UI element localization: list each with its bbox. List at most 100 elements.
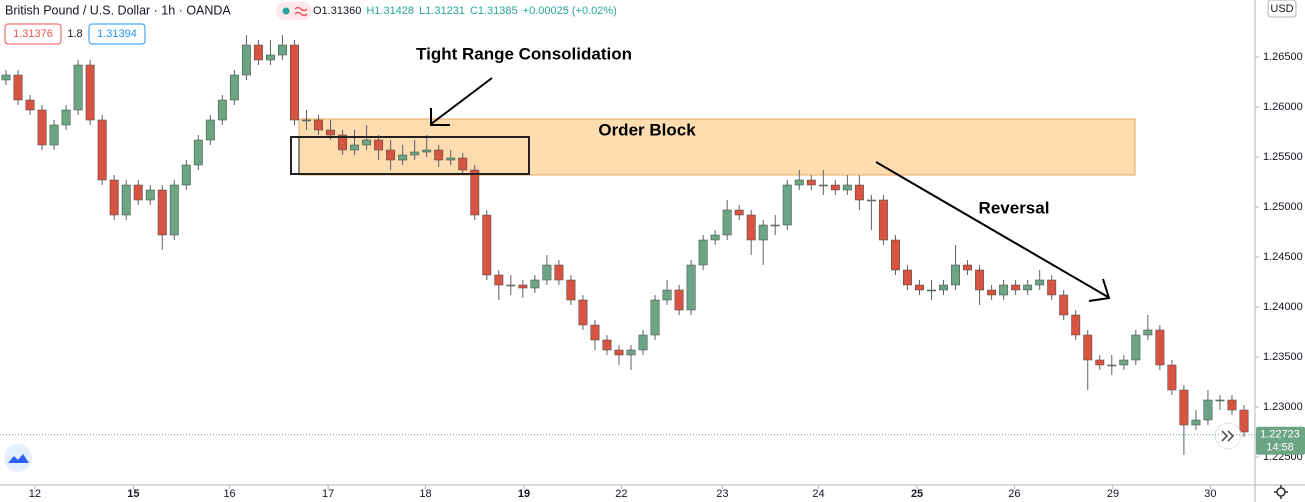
x-tick-label: 23	[716, 488, 728, 500]
candle-body	[626, 349, 636, 356]
candle-body	[782, 184, 792, 226]
candle-body	[758, 224, 768, 241]
candle-body	[662, 289, 672, 301]
x-tick-label: 22	[615, 488, 627, 500]
status-pill[interactable]	[276, 2, 312, 20]
candle-body	[133, 184, 143, 201]
spread: 1.8	[67, 28, 82, 40]
candle-body	[470, 169, 480, 216]
ohlc-item: L1.31231	[419, 5, 465, 17]
candle-body	[241, 44, 251, 76]
candle-body	[338, 134, 348, 151]
candle-body	[1227, 399, 1237, 411]
candle-body	[1, 74, 11, 81]
candle-body	[374, 139, 384, 151]
candle-body	[674, 289, 684, 311]
x-tick-label: 15	[127, 488, 139, 500]
candle-body	[1239, 409, 1249, 433]
candle-body	[602, 339, 612, 351]
candle-body	[1131, 334, 1141, 361]
candle-body	[1083, 334, 1093, 361]
currency-badge[interactable]	[1267, 0, 1297, 18]
candle-body	[157, 189, 167, 236]
candle-body	[169, 184, 179, 236]
scroll-icon	[1221, 430, 1235, 442]
order-block-zone	[298, 118, 1136, 176]
ohlc-item: H1.31428	[366, 5, 414, 17]
last-price-tag	[1256, 426, 1305, 455]
candle-body	[302, 119, 311, 122]
symbol-title: British Pound / U.S. Dollar · 1h · OANDA	[5, 3, 231, 17]
candle-body	[85, 64, 95, 121]
candle-body	[854, 184, 864, 201]
candle-body	[878, 199, 888, 241]
y-tick-label: 1.23500	[1263, 351, 1303, 363]
candle-body	[578, 299, 588, 326]
y-tick-label: 1.26000	[1263, 101, 1303, 113]
candle-body	[1179, 389, 1189, 426]
x-tick-label: 17	[322, 488, 334, 500]
x-tick-label: 30	[1204, 488, 1216, 500]
candle-body	[446, 157, 456, 161]
candle-body	[410, 151, 420, 156]
candle-body	[794, 179, 804, 186]
candle-body	[951, 264, 960, 286]
candle-body	[1119, 359, 1129, 366]
candle-body	[49, 124, 59, 146]
candle-body	[614, 349, 624, 356]
candle-body	[229, 74, 239, 101]
candle-body	[145, 189, 155, 201]
candle-body	[109, 179, 119, 216]
annotation: Order Block	[598, 120, 696, 139]
candle-body	[818, 184, 828, 187]
bid-box[interactable]	[4, 23, 62, 45]
candle-body	[265, 54, 275, 61]
logo[interactable]	[4, 444, 32, 472]
candle-body	[314, 119, 323, 131]
candle-body	[1203, 399, 1213, 421]
time-axis: 12 15 16 17 18 19 22 23 24 25 26 29 30	[29, 485, 1216, 500]
candle-body	[61, 109, 71, 126]
candle-body	[902, 269, 912, 286]
consolidation-box-inner	[298, 136, 530, 175]
candle-body	[1167, 364, 1177, 391]
settings-icon[interactable]	[1276, 487, 1286, 497]
ohlc-item: C1.31385	[470, 5, 518, 17]
x-tick-label: 25	[911, 488, 923, 500]
ask-price: 1.31394	[97, 28, 137, 40]
candle-body	[963, 264, 973, 271]
status-dot	[282, 7, 290, 15]
y-tick-label: 1.25500	[1263, 151, 1303, 163]
candle-body	[1095, 359, 1105, 366]
candle-body	[530, 279, 540, 289]
candle-body	[746, 214, 756, 241]
candle-body	[398, 154, 408, 161]
candle-body	[482, 214, 492, 276]
candle-body	[386, 149, 396, 161]
candle-body	[494, 274, 504, 286]
candle-body	[590, 324, 600, 341]
price-axis: 1.225001.230001.235001.240001.245001.250…	[1255, 51, 1303, 463]
candle-body	[1143, 329, 1153, 336]
candle-body	[638, 334, 648, 351]
y-tick-label: 1.24000	[1263, 301, 1303, 313]
ask-box[interactable]	[88, 23, 146, 45]
candle-body	[554, 264, 564, 281]
candle-body	[1059, 294, 1069, 316]
annotation: Tight Range Consolidation	[416, 44, 632, 63]
candle-body	[326, 129, 335, 136]
x-tick-label: 24	[812, 488, 824, 500]
candle-body	[999, 284, 1009, 296]
x-tick-label: 19	[518, 488, 530, 500]
x-tick-label: 12	[29, 488, 41, 500]
candle-body	[422, 149, 432, 153]
arrow-line	[430, 77, 493, 125]
candle-body	[13, 74, 23, 101]
candle-body	[253, 44, 263, 61]
candle-body	[866, 199, 876, 202]
candle-body	[842, 184, 852, 191]
candle-body	[193, 139, 203, 166]
currency: USD	[1270, 3, 1293, 15]
